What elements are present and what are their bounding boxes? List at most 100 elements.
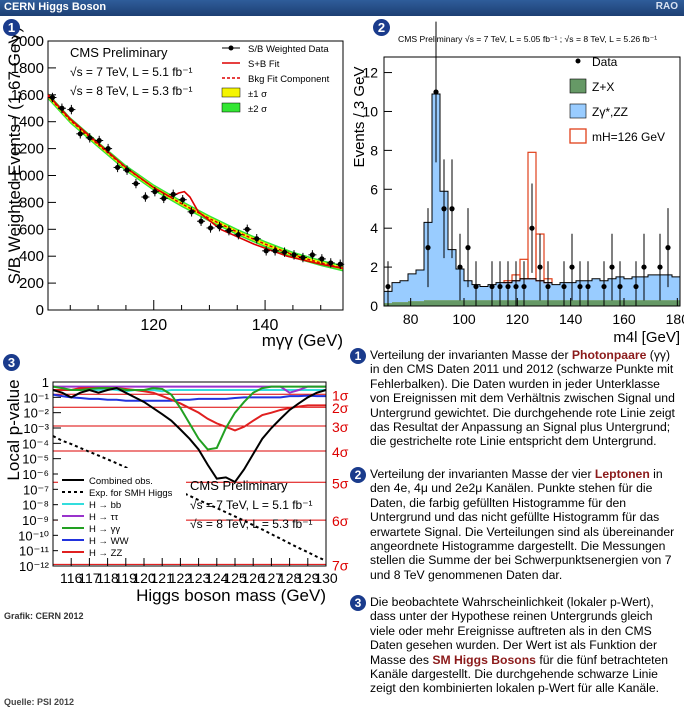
- data-point: [105, 146, 111, 152]
- zx-bar: [640, 300, 648, 306]
- description-text: in den 4e, 4μ und 2e2μ Kanälen. Punkte s…: [370, 467, 675, 582]
- description-highlight: Photonpaare: [571, 348, 647, 362]
- data-point: [489, 283, 495, 290]
- diphoton-mass-chart: 0 200 400 600 800 1000 1200 1400 1600 1800 2000 120…: [5, 27, 345, 350]
- y-tick-label: 10⁻¹¹: [19, 544, 50, 559]
- sigma-label: 7σ: [332, 557, 349, 573]
- zz-bar: [552, 284, 560, 301]
- data-point: [521, 283, 527, 290]
- four-lepton-mass-chart: 0 2 4 6 8 10 12 80 100 120 140 160 180 m4l [GeV] Event…: [351, 21, 684, 346]
- zz-bar: [672, 276, 680, 301]
- x-tick-label: 123: [187, 570, 211, 586]
- y-tick-label: 10⁻¹⁰: [18, 528, 49, 543]
- zz-bar: [400, 280, 408, 303]
- x-tick-label: 80: [403, 311, 419, 327]
- legend-label: Z+X: [592, 80, 614, 94]
- y-axis-label: S/B Weighted Events / (1.67 GeV): [5, 27, 24, 285]
- x-axis-label: m4l [GeV]: [613, 329, 680, 346]
- data-point: [561, 283, 567, 290]
- description-number-2: 2: [350, 467, 366, 483]
- x-tick-label: 140: [559, 311, 583, 327]
- data-point: [124, 167, 130, 173]
- data-point: [505, 283, 511, 290]
- data-point: [328, 260, 334, 266]
- zz-bar: [464, 280, 472, 301]
- zz-bar: [432, 93, 440, 301]
- x-tick-label: 122: [169, 570, 193, 586]
- zx-bar: [416, 301, 424, 306]
- y-tick-label: 1200: [11, 141, 44, 158]
- y-tick-label: 10⁻⁹: [22, 513, 49, 528]
- x-tick-label: 126: [242, 570, 266, 586]
- x-tick-label: 128: [278, 570, 302, 586]
- zz-bar: [408, 273, 416, 302]
- legend-label: ±1 σ: [248, 89, 267, 100]
- data-point: [59, 105, 65, 111]
- sigma-label: 3σ: [332, 419, 349, 435]
- legend-symbol: [228, 45, 234, 51]
- data-point: [189, 209, 195, 215]
- bkg-outline: [384, 93, 680, 292]
- data-point: [207, 225, 214, 231]
- zx-bar: [480, 300, 488, 306]
- x-tick-label: 116: [60, 570, 83, 586]
- plot-frame: [383, 56, 681, 307]
- zx-bar: [672, 300, 680, 306]
- y-axis-label: Events / 3 GeV: [351, 67, 368, 168]
- zx-bar: [448, 300, 456, 306]
- data-point: [114, 164, 121, 171]
- zz-bar: [648, 274, 656, 301]
- zx-bar: [432, 300, 440, 306]
- y-tick-label: 800: [19, 194, 44, 211]
- data-point: [272, 248, 278, 254]
- y-tick-label: 10⁻¹: [23, 390, 49, 405]
- description-text: Verteilung der invarianten Masse der vie…: [370, 467, 595, 481]
- description-highlight: Leptonen: [594, 467, 650, 481]
- data-point: [170, 191, 176, 197]
- legend-symbol: [221, 87, 241, 98]
- description-3: 3 Die beobachtete Wahrscheinlichkeit (lo…: [350, 595, 680, 696]
- sigma-label: 6σ: [332, 513, 349, 529]
- data-point: [457, 264, 463, 270]
- data-point: [497, 283, 503, 290]
- description-text: Verteilung der invarianten Masse der: [370, 348, 572, 362]
- data-point: [68, 106, 74, 113]
- pvalue-line: [53, 387, 326, 393]
- x-tick-label: 118: [96, 570, 119, 586]
- data-point: [309, 252, 315, 258]
- data-point: [291, 252, 297, 258]
- zx-bar: [464, 300, 472, 306]
- bkg-fit-line: [47, 95, 344, 270]
- y-tick-label: 8: [370, 142, 378, 158]
- y-tick-label: 1600: [11, 87, 44, 104]
- y-tick-label: 6: [370, 181, 378, 197]
- data-point: [465, 245, 471, 251]
- data-point: [537, 264, 543, 270]
- legend-label: H → ZZ: [89, 548, 122, 559]
- zx-bar: [592, 300, 600, 306]
- y-tick-label: 10⁻⁶: [22, 467, 49, 482]
- data-point: [433, 89, 439, 95]
- badge-2: 2: [373, 19, 390, 36]
- data-point: [545, 283, 551, 290]
- data-point: [513, 283, 519, 290]
- description-text: Die beobachtete Wahrscheinlichkeit (loka…: [370, 595, 658, 667]
- data-point: [633, 283, 639, 290]
- zz-bar: [416, 270, 424, 302]
- description-number-3: 3: [350, 595, 366, 611]
- local-pvalue-chart: 1σ2σ3σ4σ5σ6σ7σ110⁻¹10⁻²10⁻³10⁻⁴10⁻⁵10⁻⁶1…: [4, 375, 349, 605]
- legend-label: ±2 σ: [248, 104, 267, 115]
- data-point: [180, 197, 186, 203]
- x-tick-label: 119: [115, 570, 138, 586]
- y-tick-label: 0: [370, 298, 378, 314]
- chart-title: CMS Preliminary √s = 7 TeV, L = 5.05 fb⁻…: [398, 34, 657, 44]
- data-point: [665, 245, 671, 251]
- data-point: [569, 264, 575, 270]
- data-point: [617, 283, 623, 290]
- y-tick-label: 10⁻⁷: [23, 482, 49, 497]
- data-point: [577, 283, 583, 290]
- pvalue-line: [52, 435, 327, 562]
- zx-bar: [400, 302, 408, 306]
- data-point: [319, 256, 325, 262]
- data-point: [609, 264, 615, 270]
